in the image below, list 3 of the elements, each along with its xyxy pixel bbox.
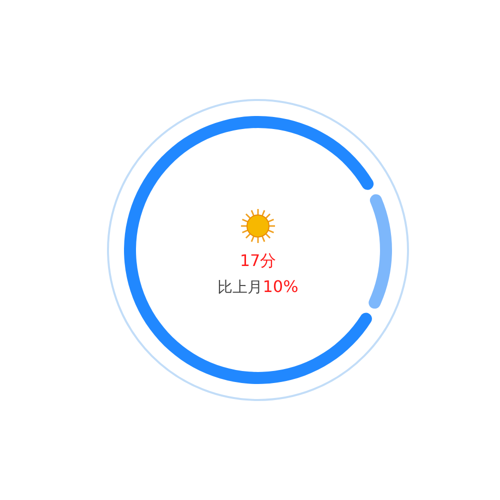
text: 17分 — [240, 251, 276, 270]
text: 10% — [262, 277, 298, 296]
text: 比上月 — [218, 278, 263, 296]
